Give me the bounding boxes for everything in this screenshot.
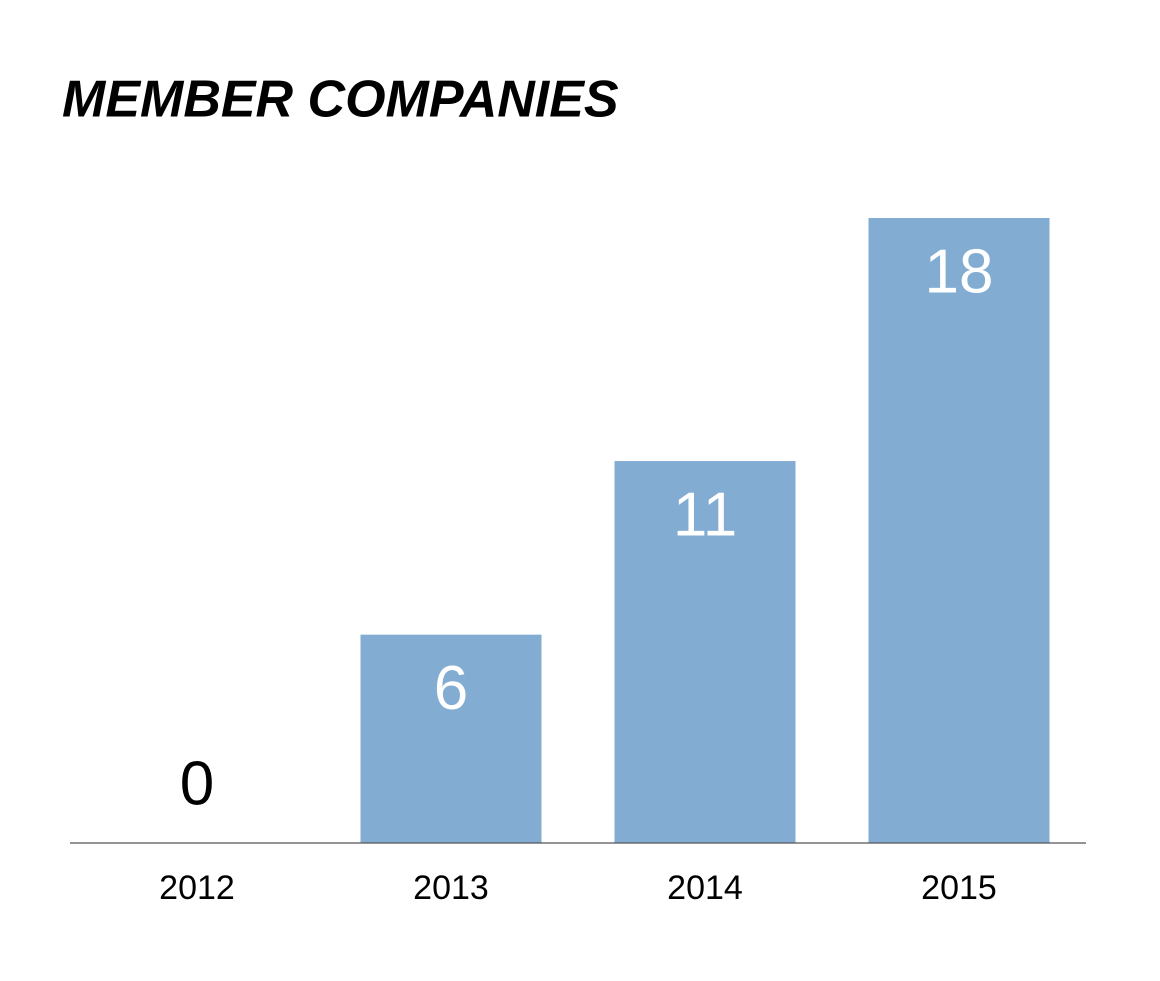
x-tick-label: 2012 xyxy=(159,869,235,907)
bar xyxy=(614,461,796,843)
value-label: 6 xyxy=(434,654,468,723)
value-label: 11 xyxy=(673,480,737,549)
chart-title: MEMBER COMPANIES xyxy=(62,71,619,129)
value-label: 0 xyxy=(180,749,214,818)
x-tick-label: 2013 xyxy=(413,869,489,907)
x-tick-label: 2014 xyxy=(667,869,743,907)
bar xyxy=(868,218,1050,843)
bar xyxy=(360,634,542,843)
value-label: 18 xyxy=(925,237,994,306)
x-tick-label: 2015 xyxy=(921,869,997,907)
